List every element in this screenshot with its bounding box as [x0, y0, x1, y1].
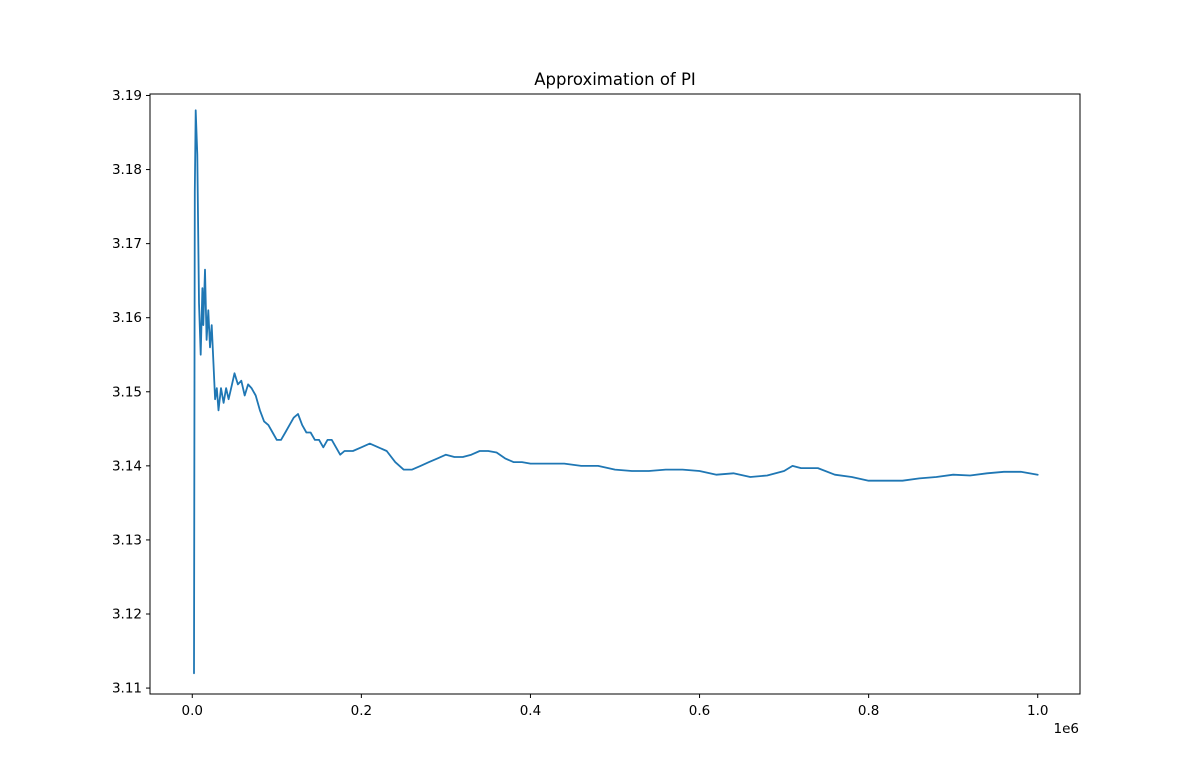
y-tick-label: 3.15 — [112, 384, 142, 400]
x-tick-label: 0.6 — [689, 703, 710, 719]
y-tick-label: 3.13 — [112, 532, 142, 548]
y-tick-label: 3.17 — [112, 236, 142, 252]
y-tick-label: 3.11 — [112, 681, 142, 697]
y-tick-label: 3.18 — [112, 162, 142, 178]
series-line — [193, 109, 1039, 675]
y-tick-label: 3.19 — [112, 88, 142, 104]
y-tick-label: 3.14 — [112, 458, 142, 474]
x-axis-offset-text: 1e6 — [1054, 721, 1079, 737]
x-tick-label: 0.8 — [858, 703, 879, 719]
x-tick-label: 0.0 — [182, 703, 203, 719]
y-tick-label: 3.16 — [112, 310, 142, 326]
x-tick-label: 0.4 — [520, 703, 541, 719]
chart-title: Approximation of PI — [534, 70, 696, 89]
plot-frame — [149, 93, 1081, 695]
x-tick-label: 0.2 — [351, 703, 372, 719]
y-axis-ticks: 3.11 3.12 3.13 3.14 3.15 3.16 3.17 3.18 3.19 — [112, 88, 150, 697]
plot-series — [193, 109, 1039, 675]
x-axis-ticks: 0.0 0.2 0.4 0.6 0.8 1.0 — [182, 694, 1048, 719]
x-tick-label: 1.0 — [1027, 703, 1048, 719]
y-tick-label: 3.12 — [112, 607, 142, 623]
